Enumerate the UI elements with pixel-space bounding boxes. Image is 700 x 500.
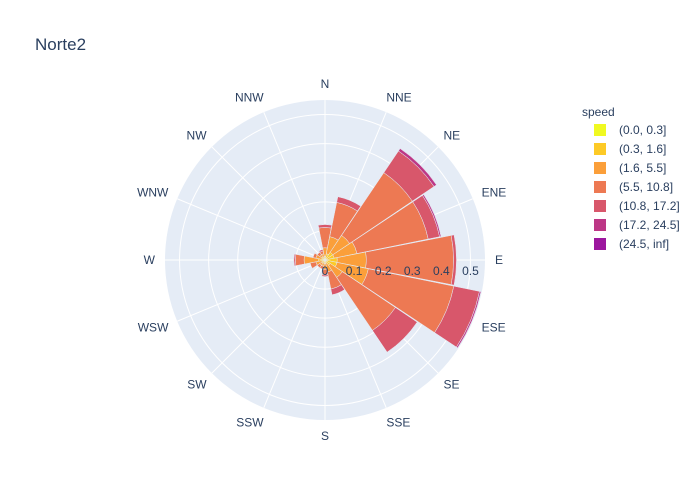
bar-W-3 xyxy=(295,254,305,266)
bar-ESE-5 xyxy=(456,291,482,349)
angular-gridline xyxy=(176,259,326,322)
bar-E-4 xyxy=(450,234,457,286)
bar-W-4 xyxy=(293,253,297,267)
direction-label-N: N xyxy=(321,77,330,91)
bar-SSE-4 xyxy=(330,284,345,296)
radial-tick-label: 0.3 xyxy=(404,264,421,278)
bar-SE-4 xyxy=(372,307,418,353)
direction-label-WNW: WNW xyxy=(137,186,169,200)
radial-tick-label: 0.5 xyxy=(462,264,479,278)
direction-label-W: W xyxy=(144,253,156,267)
legend-swatch[interactable] xyxy=(594,238,606,250)
legend-swatch[interactable] xyxy=(594,181,606,193)
direction-label-ENE: ENE xyxy=(482,186,507,200)
legend-swatch[interactable] xyxy=(594,124,606,136)
legend-swatch[interactable] xyxy=(594,143,606,155)
legend-item-label[interactable]: (0.3, 1.6] xyxy=(619,142,666,156)
legend-item-label[interactable]: (0.0, 0.3] xyxy=(619,123,666,137)
chart-title: Norte2 xyxy=(35,35,86,54)
direction-label-SSE: SSE xyxy=(386,416,410,430)
direction-label-ESE: ESE xyxy=(482,320,506,334)
direction-label-NNE: NNE xyxy=(386,90,411,104)
direction-label-WSW: WSW xyxy=(138,320,169,334)
legend-item-label[interactable]: (5.5, 10.8] xyxy=(619,180,673,194)
direction-label-SSW: SSW xyxy=(236,416,264,430)
angular-gridline xyxy=(263,111,326,261)
bar-NNW-4 xyxy=(318,249,324,253)
radial-tick-label: 0.2 xyxy=(375,264,392,278)
direction-label-NE: NE xyxy=(443,129,460,143)
direction-label-S: S xyxy=(321,429,329,443)
legend-swatch[interactable] xyxy=(594,219,606,231)
direction-label-NNW: NNW xyxy=(235,90,264,104)
radial-tick-label: 0.4 xyxy=(433,264,450,278)
legend-swatch[interactable] xyxy=(594,162,606,174)
direction-label-SE: SE xyxy=(443,377,459,391)
legend: speed (0.0, 0.3] (0.3, 1.6] (1.6, 5.5] (5.5… xyxy=(582,105,680,251)
legend-title: speed xyxy=(582,105,615,119)
bar-ENE-5 xyxy=(422,194,442,238)
legend-swatch[interactable] xyxy=(594,200,606,212)
bar-N-4 xyxy=(317,224,333,229)
angular-gridline xyxy=(211,259,326,374)
bar-WNW-3 xyxy=(312,252,318,259)
polar-area: 0 0.1 0.2 0.3 0.4 0.5 N NNE NE ENE E ESE SE SSE S SSW SW… xyxy=(137,77,506,443)
angular-gridline xyxy=(263,259,326,409)
radial-tick-label: 0.1 xyxy=(346,264,363,278)
bar-NE-5 xyxy=(398,148,437,187)
direction-label-E: E xyxy=(495,253,503,267)
bar-NNE-4 xyxy=(336,196,362,212)
direction-label-NW: NW xyxy=(187,129,208,143)
direction-label-SW: SW xyxy=(187,377,207,391)
angular-gridline xyxy=(211,146,326,261)
radial-tick-label: 0 xyxy=(322,264,329,278)
bar-S-4 xyxy=(321,274,329,277)
legend-item-label[interactable]: (1.6, 5.5] xyxy=(619,161,666,175)
legend-item-label[interactable]: (17.2, 24.5] xyxy=(619,218,680,232)
angular-gridline xyxy=(176,198,326,261)
legend-item-label[interactable]: (24.5, inf] xyxy=(619,237,669,251)
legend-item-label[interactable]: (10.8, 17.2] xyxy=(619,199,680,213)
